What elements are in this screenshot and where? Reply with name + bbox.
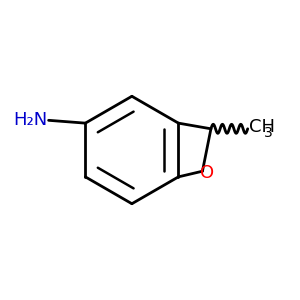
- Text: CH: CH: [249, 118, 275, 136]
- Text: 3: 3: [264, 126, 273, 140]
- Text: O: O: [200, 164, 214, 181]
- Text: H₂N: H₂N: [13, 111, 47, 129]
